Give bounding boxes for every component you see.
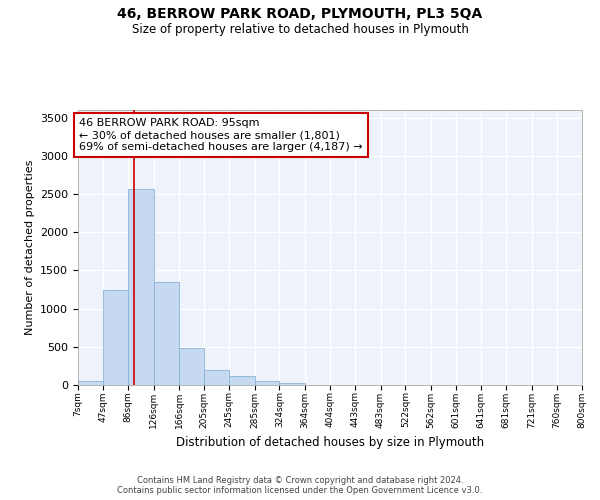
Text: Size of property relative to detached houses in Plymouth: Size of property relative to detached ho… bbox=[131, 22, 469, 36]
Bar bbox=[103, 290, 128, 385]
Bar bbox=[254, 381, 280, 385]
X-axis label: Distribution of detached houses by size in Plymouth: Distribution of detached houses by size … bbox=[176, 436, 484, 449]
Text: 46, BERROW PARK ROAD, PLYMOUTH, PL3 5QA: 46, BERROW PARK ROAD, PLYMOUTH, PL3 5QA bbox=[118, 8, 482, 22]
Bar bbox=[154, 282, 179, 385]
Bar bbox=[204, 370, 229, 385]
Text: Contains HM Land Registry data © Crown copyright and database right 2024.
Contai: Contains HM Land Registry data © Crown c… bbox=[118, 476, 482, 495]
Bar bbox=[229, 376, 254, 385]
Text: 46 BERROW PARK ROAD: 95sqm
← 30% of detached houses are smaller (1,801)
69% of s: 46 BERROW PARK ROAD: 95sqm ← 30% of deta… bbox=[79, 118, 363, 152]
Bar bbox=[179, 348, 204, 385]
Bar bbox=[78, 381, 103, 385]
Y-axis label: Number of detached properties: Number of detached properties bbox=[25, 160, 35, 335]
Bar bbox=[128, 188, 154, 385]
Bar bbox=[280, 384, 305, 385]
